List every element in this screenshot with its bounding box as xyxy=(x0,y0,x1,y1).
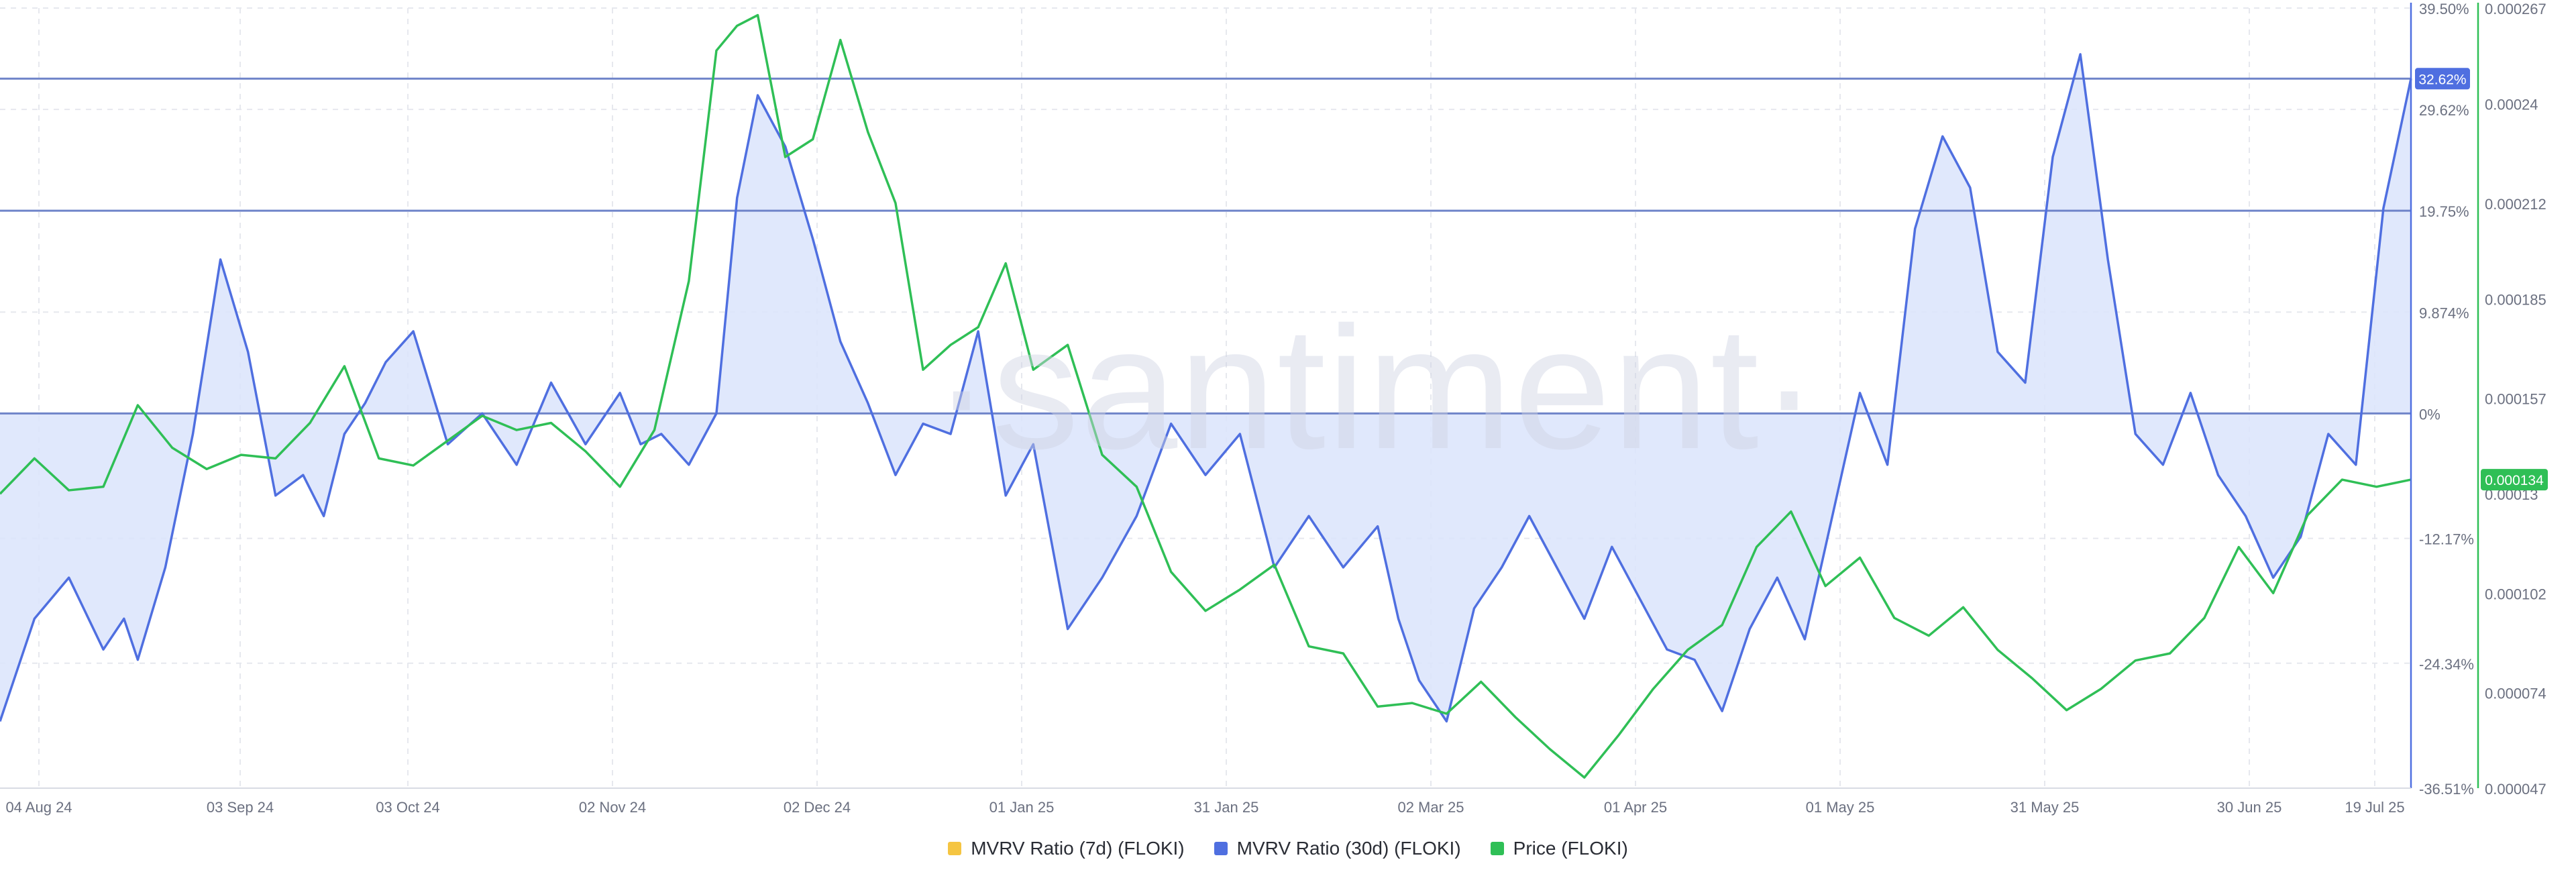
y-left-tick-label: 29.62% xyxy=(2419,102,2469,119)
y-left-tick-label: -36.51% xyxy=(2419,781,2474,798)
y-right-tick-label: 0.000157 xyxy=(2485,391,2546,408)
x-tick-label: 31 May 25 xyxy=(2010,799,2080,816)
x-tick-label: 01 May 25 xyxy=(1806,799,1875,816)
x-tick-label: 03 Oct 24 xyxy=(376,799,439,816)
watermark: ·santiment· xyxy=(932,291,1820,486)
y-right-tick-label: 0.000212 xyxy=(2485,196,2546,213)
x-tick-label: 01 Apr 25 xyxy=(1604,799,1667,816)
x-tick-label: 19 Jul 25 xyxy=(2345,799,2404,816)
y-left-tick-label: -24.34% xyxy=(2419,656,2474,673)
y-left-tick-label: 0% xyxy=(2419,406,2440,423)
y-right-tick-label: 0.000185 xyxy=(2485,291,2546,308)
legend-item-price[interactable]: Price (FLOKI) xyxy=(1490,838,1628,859)
legend-swatch-price xyxy=(1490,842,1504,855)
x-tick-label: 31 Jan 25 xyxy=(1194,799,1259,816)
y-right-tick-label: 0.000267 xyxy=(2485,1,2546,17)
y-left-tick-label: 39.50% xyxy=(2419,1,2469,17)
y-right-tick-label: 0.000047 xyxy=(2485,781,2546,798)
legend-item-mvrv-7d[interactable]: MVRV Ratio (7d) (FLOKI) xyxy=(948,838,1185,859)
x-tick-label: 01 Jan 25 xyxy=(989,799,1055,816)
legend-swatch-mvrv-30d xyxy=(1214,842,1228,855)
price-badge-label: 0.000134 xyxy=(2485,473,2544,488)
y-left-tick-label: -12.17% xyxy=(2419,531,2474,548)
mvrv-30d-badge-label: 32.62% xyxy=(2418,72,2466,87)
price-badge xyxy=(2481,469,2548,491)
mvrv-30d-area xyxy=(0,54,2411,722)
legend-swatch-mvrv-7d xyxy=(948,842,962,855)
legend: MVRV Ratio (7d) (FLOKI) MVRV Ratio (30d)… xyxy=(0,832,2576,865)
x-tick-label: 30 Jun 25 xyxy=(2217,799,2282,816)
legend-item-mvrv-30d[interactable]: MVRV Ratio (30d) (FLOKI) xyxy=(1214,838,1461,859)
x-tick-label: 03 Sep 24 xyxy=(207,799,274,816)
x-tick-label: 02 Nov 24 xyxy=(579,799,646,816)
legend-label-mvrv-7d: MVRV Ratio (7d) (FLOKI) xyxy=(971,838,1185,859)
y-right-tick-label: 0.000074 xyxy=(2485,685,2546,702)
y-left-tick-label: 9.874% xyxy=(2419,305,2469,321)
legend-label-mvrv-30d: MVRV Ratio (30d) (FLOKI) xyxy=(1236,838,1461,859)
x-tick-label: 02 Dec 24 xyxy=(784,799,851,816)
price-line xyxy=(0,13,2412,779)
mvrv-30d-badge xyxy=(2415,68,2470,90)
y-right-tick-label: 0.00024 xyxy=(2485,97,2538,113)
y-left-tick-label: 19.75% xyxy=(2419,203,2469,220)
y-right-tick-label: 0.000102 xyxy=(2485,586,2546,602)
chart-svg: 39.50% 29.62% 19.75% 9.874% 0% -12.17% -24.34%… xyxy=(0,1,2548,816)
legend-label-price: Price (FLOKI) xyxy=(1513,838,1628,859)
x-tick-label: 02 Mar 25 xyxy=(1397,799,1464,816)
x-tick-label: 04 Aug 24 xyxy=(5,799,72,816)
